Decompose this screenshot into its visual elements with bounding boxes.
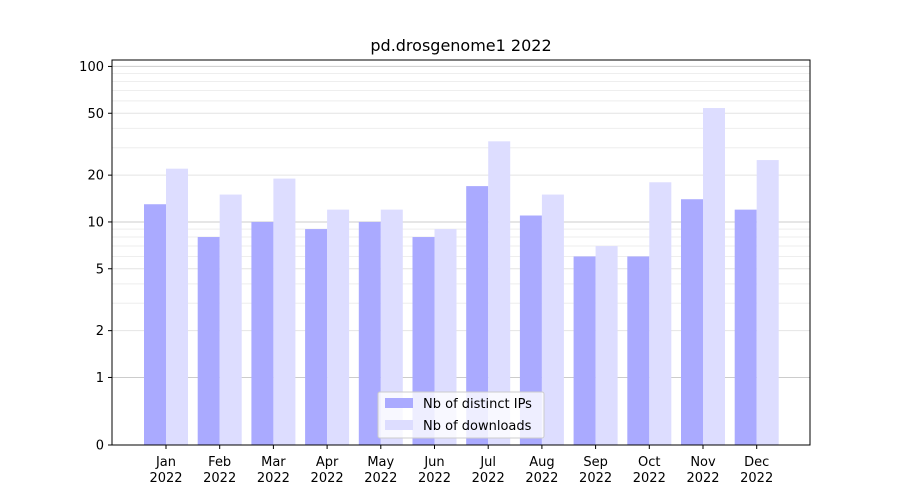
bar-distinct-ips [681,199,703,445]
x-axis: Jan 2022 Feb 2022 Mar 2022 Apr 2022 May 2022 Jun 20… [149,445,773,486]
bar-downloads [380,209,403,445]
bar-distinct-ips [627,256,650,445]
x-tick-label: Apr 2022 [311,455,344,486]
bar-distinct-ips [358,221,381,445]
x-tick-label: May 2022 [364,455,397,486]
y-tick-label: 1 [96,371,104,386]
x-tick-label: Mar 2022 [257,455,290,486]
legend-box [377,391,545,439]
bar-downloads [541,194,564,445]
bar-distinct-ips [466,186,489,445]
y-axis: 0 1 2 5 10 20 50 100 [79,60,112,454]
x-tick-label: Jan 2022 [149,455,182,486]
bar-downloads [649,182,672,445]
bar-downloads [273,178,296,445]
bar-distinct-ips [144,204,166,445]
bar-downloads [488,141,511,445]
x-tick-label: Dec 2022 [740,455,773,486]
bar-distinct-ips [251,221,274,445]
bar-distinct-ips [734,209,757,445]
bar-downloads [703,108,725,446]
bar-downloads [327,209,350,445]
x-tick-label: Jul 2022 [472,455,505,486]
legend: Nb of distinct IPs Nb of downloads [377,391,545,439]
y-tick-label: 100 [79,60,104,75]
x-tick-label: Aug 2022 [525,455,558,486]
bar-distinct-ips [197,237,220,445]
y-tick-label: 2 [96,324,104,339]
bar-downloads [166,168,188,445]
x-tick-label: Sep 2022 [579,455,612,486]
x-tick-label: Feb 2022 [203,455,236,486]
bar-distinct-ips [519,215,542,445]
y-tick-label: 10 [87,215,104,230]
chart-title: pd.drosgenome1 2022 [370,36,551,55]
y-tick-label: 0 [96,439,104,454]
legend-label-downloads: Nb of downloads [423,419,532,434]
bar-distinct-ips [573,256,596,445]
bar-downloads [595,246,618,445]
bar-downloads [434,229,457,445]
x-tick-label: Oct 2022 [633,455,666,486]
y-tick-label: 5 [96,262,104,277]
bar-downloads [219,194,242,445]
x-tick-label: Jun 2022 [418,455,451,486]
y-tick-label: 20 [87,169,104,184]
legend-swatch-downloads [385,420,413,430]
plot-frame [111,59,811,446]
legend-label-distinct-ips: Nb of distinct IPs [423,397,532,412]
bars-layer [144,108,779,446]
x-tick-label: Nov 2022 [686,455,719,486]
bar-distinct-ips [305,229,328,445]
y-tick-label: 50 [87,107,104,122]
bar-downloads [756,160,779,445]
legend-swatch-distinct-ips [385,398,413,408]
